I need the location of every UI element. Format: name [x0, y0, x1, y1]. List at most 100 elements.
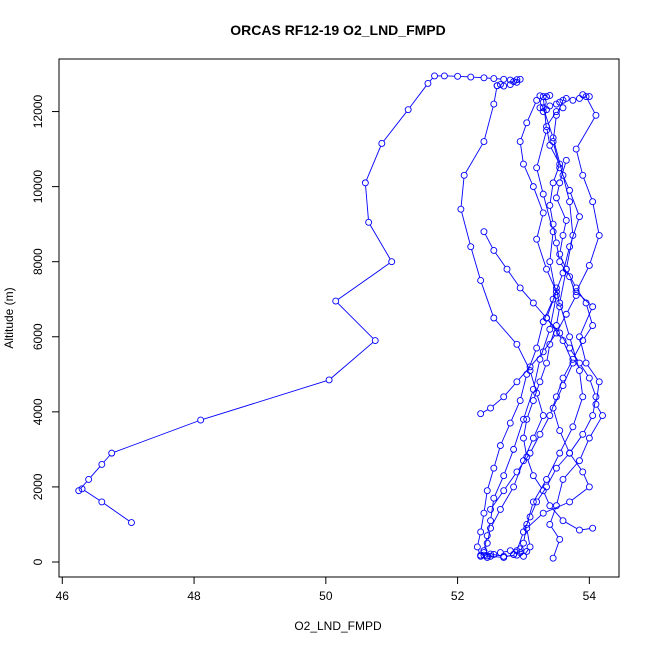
data-point — [595, 231, 603, 239]
data-point — [506, 547, 514, 555]
data-point — [506, 76, 514, 84]
data-point — [546, 91, 554, 99]
series-line-segment — [550, 328, 556, 342]
data-point — [533, 235, 541, 243]
series-line-segment — [570, 193, 579, 214]
series-line-segment — [465, 143, 483, 173]
data-point — [454, 72, 462, 80]
series-line-segment — [563, 223, 567, 233]
data-point — [579, 337, 587, 344]
data-point — [487, 505, 494, 513]
data-point — [569, 231, 577, 239]
series-line-segment — [556, 482, 563, 503]
data-point — [556, 427, 564, 435]
data-point — [480, 551, 488, 559]
series-line-segment — [536, 215, 543, 237]
series-line-segment — [534, 418, 543, 436]
data-point — [480, 509, 488, 517]
data-point — [523, 548, 531, 555]
series-line-segment — [571, 488, 588, 501]
series-line-segment — [477, 549, 481, 554]
data-point — [516, 138, 524, 146]
data-point — [595, 378, 603, 386]
series-line-segment — [331, 342, 374, 379]
series-line-segment — [556, 309, 560, 323]
data-point — [549, 295, 557, 303]
series-line-segment — [537, 395, 543, 413]
series-line-segment — [577, 117, 595, 147]
data-point — [589, 198, 597, 206]
series-5 — [473, 96, 583, 560]
data-point — [513, 378, 521, 386]
series-line-segment — [514, 463, 523, 485]
data-point — [477, 528, 485, 536]
data-point — [536, 104, 544, 112]
data-point — [516, 545, 524, 553]
data-point — [477, 552, 485, 560]
series-line-segment — [484, 538, 488, 548]
data-point — [589, 524, 597, 532]
series-line-segment — [576, 151, 583, 173]
data-point — [480, 547, 488, 555]
series-line-segment — [460, 178, 465, 207]
data-point — [513, 468, 521, 476]
data-point — [520, 552, 527, 560]
series-line-segment — [483, 409, 489, 413]
series-line-segment — [565, 521, 578, 529]
data-point — [483, 487, 491, 495]
series-line-segment — [493, 556, 501, 558]
series-line-segment — [589, 238, 599, 263]
data-point — [520, 434, 527, 442]
data-point — [483, 532, 491, 540]
series-line-segment — [560, 256, 566, 267]
series-line-segment — [484, 234, 493, 248]
series-line-segment — [573, 342, 582, 357]
data-point — [569, 423, 577, 431]
series-line-segment — [493, 88, 498, 102]
series-line-segment — [527, 350, 537, 372]
x-tick-label: 50 — [319, 589, 333, 603]
series-line-segment — [523, 392, 533, 417]
data-point — [566, 198, 574, 206]
series-line-segment — [503, 550, 508, 553]
data-point — [592, 111, 600, 119]
x-tick-label: 52 — [451, 589, 465, 603]
series-line-segment — [592, 204, 600, 233]
series-line-segment — [564, 361, 572, 376]
data-point — [569, 96, 577, 104]
series-line-segment — [577, 290, 585, 301]
series-line-segment — [557, 316, 566, 331]
series-line-segment — [547, 113, 556, 125]
series-line-segment — [547, 470, 556, 485]
data-point — [483, 539, 491, 547]
data-point — [520, 528, 527, 536]
data-point — [539, 98, 547, 106]
series-line-segment — [547, 294, 556, 316]
series-line-segment — [559, 238, 563, 252]
series-line-segment — [553, 227, 557, 241]
series-line-segment — [520, 377, 527, 398]
series-line-segment — [527, 459, 533, 473]
x-tick-label: 46 — [56, 589, 70, 603]
data-point — [549, 220, 557, 228]
series-line-segment — [501, 425, 510, 444]
data-point — [556, 160, 564, 168]
series-line-segment — [544, 301, 553, 320]
series-line-segment — [533, 189, 543, 211]
y-tick-label: 4000 — [31, 398, 45, 425]
data-point — [371, 337, 379, 344]
data-point — [510, 483, 518, 491]
series-line-segment — [540, 418, 549, 432]
series-line-segment — [597, 406, 602, 414]
series-line-segment — [556, 185, 560, 196]
data-point — [529, 385, 537, 393]
series-1 — [457, 82, 547, 561]
series-line-segment — [540, 331, 550, 357]
data-point — [424, 79, 432, 87]
data-point — [533, 96, 541, 104]
data-point — [513, 551, 521, 559]
data-point — [477, 277, 485, 284]
data-point — [559, 104, 567, 112]
x-axis-label: O2_LND_FMPD — [294, 619, 382, 633]
data-point — [431, 72, 438, 80]
